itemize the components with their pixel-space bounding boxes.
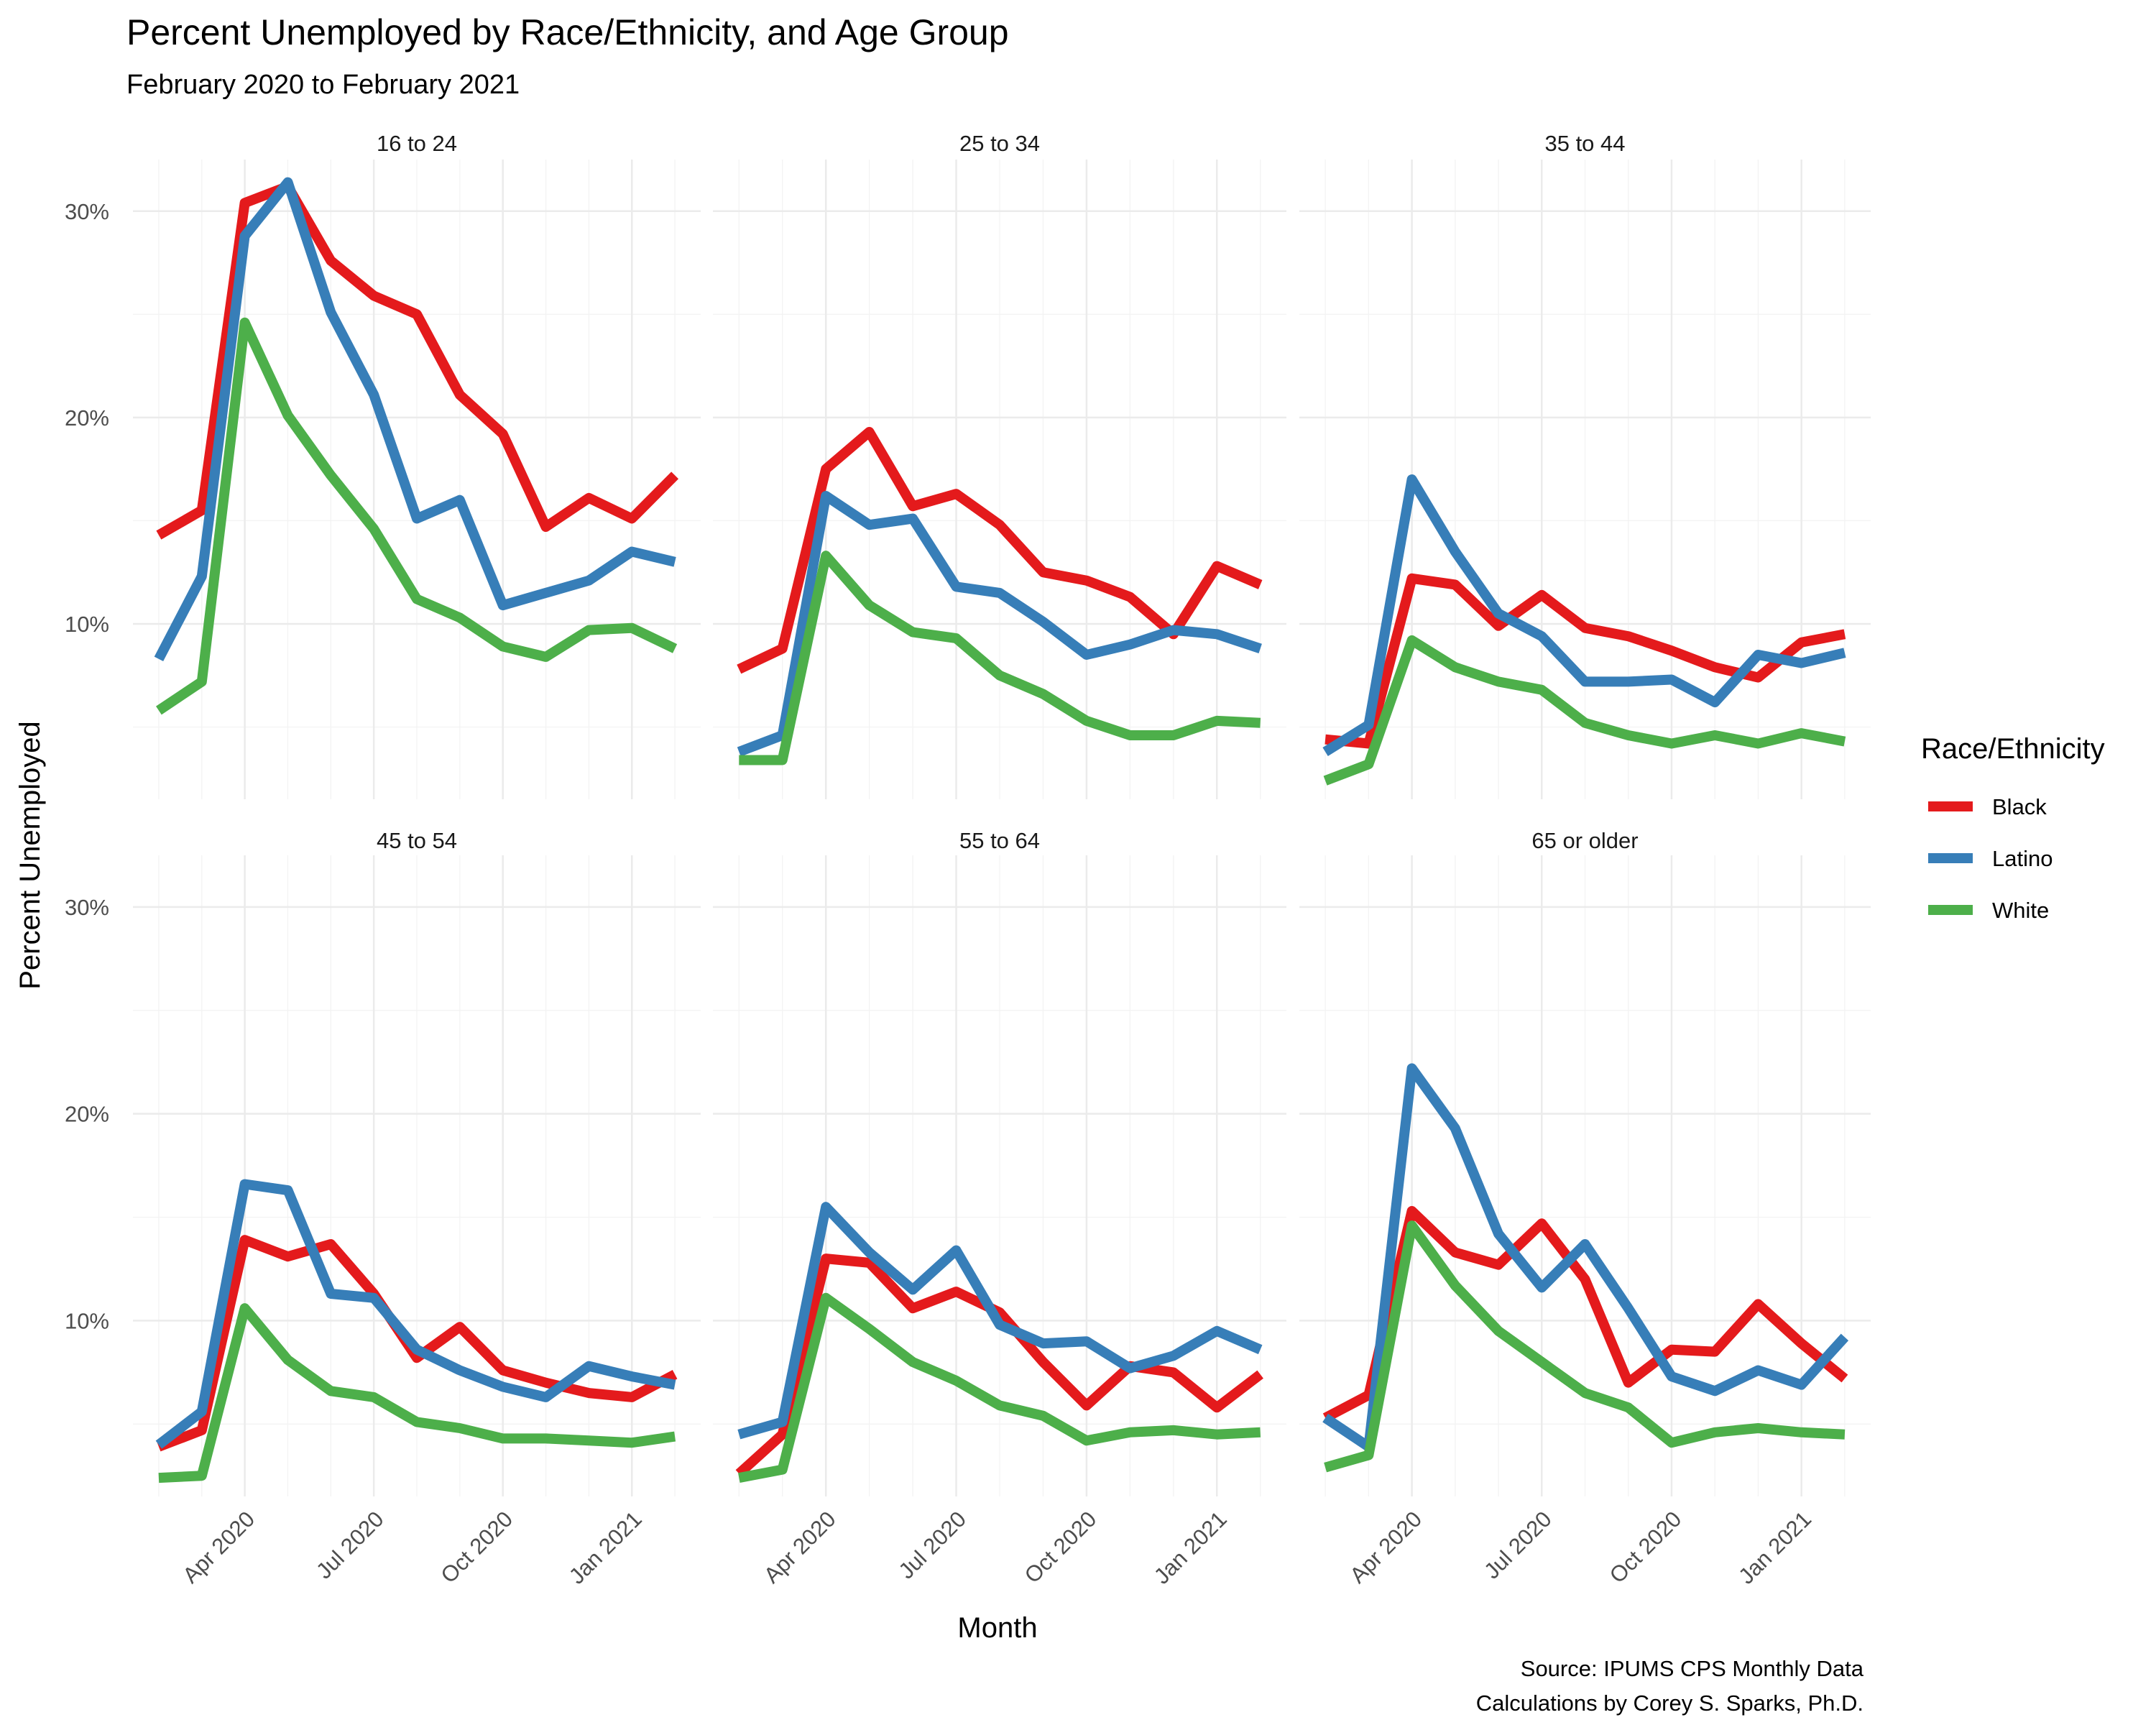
- series-line-latino: [154, 177, 676, 662]
- series-line-white: [1324, 1220, 1846, 1473]
- series-line-black: [156, 181, 679, 540]
- facet-strip-label: 16 to 24: [377, 131, 457, 156]
- chart-title: Percent Unemployed by Race/Ethnicity, an…: [126, 12, 1009, 52]
- x-tick-label: Jul 2020: [1479, 1506, 1557, 1584]
- series-line-white: [739, 551, 1261, 765]
- x-tick-label: Jan 2021: [1149, 1506, 1232, 1589]
- y-tick-label: 30%: [65, 895, 109, 920]
- x-tick-label: Apr 2020: [1345, 1506, 1427, 1588]
- series-line-latino: [737, 1202, 1263, 1440]
- series-line-white: [158, 1303, 676, 1484]
- legend-label: Black: [1992, 794, 2047, 819]
- x-tick-label: Jul 2020: [893, 1506, 971, 1584]
- x-tick-label: Oct 2020: [1605, 1506, 1687, 1588]
- series-line-black: [735, 1254, 1263, 1478]
- facet-strip-label: 35 to 44: [1544, 131, 1625, 156]
- y-tick-label: 20%: [65, 1102, 109, 1127]
- series-line-latino: [1322, 1063, 1849, 1452]
- facet-panel: 16 to 24 10% 20% 30%: [65, 131, 701, 799]
- facet-strip-label: 55 to 64: [959, 828, 1040, 853]
- facet-panel: 45 to 54 10% 20% 30% Apr 2020 Jul 2020 Oct 202…: [65, 828, 701, 1589]
- series-line-latino: [155, 1179, 676, 1449]
- y-tick-label: 30%: [65, 199, 109, 224]
- legend-title: Race/Ethnicity: [1921, 733, 2105, 765]
- x-tick-label: Jul 2020: [311, 1506, 389, 1584]
- x-tick-label: Apr 2020: [759, 1506, 841, 1588]
- x-axis-title: Month: [957, 1612, 1037, 1644]
- facet-strip-label: 65 or older: [1531, 828, 1638, 853]
- facet-strip-label: 45 to 54: [377, 828, 457, 853]
- x-tick-label: Apr 2020: [178, 1506, 259, 1588]
- x-tick-label: Oct 2020: [436, 1506, 517, 1588]
- facet-panel: 35 to 44: [1299, 131, 1871, 799]
- series-line-white: [737, 1292, 1261, 1483]
- x-tick-label: Jan 2021: [564, 1506, 647, 1589]
- facet-panels: 16 to 24 10% 20% 30% 25 to 34 35 to 44 45 to 5…: [65, 131, 1871, 1589]
- legend-label: Latino: [1992, 846, 2053, 871]
- series-line-black: [157, 1235, 678, 1452]
- y-axis-title: Percent Unemployed: [14, 721, 46, 990]
- series-line-black: [1325, 573, 1846, 749]
- facet-strip-label: 25 to 34: [959, 131, 1040, 156]
- legend: Race/Ethnicity Black Latino White: [1921, 733, 2105, 923]
- series-line-white: [1323, 635, 1846, 786]
- caption-credit: Calculations by Corey S. Sparks, Ph.D.: [1476, 1690, 1864, 1716]
- y-tick-label: 10%: [65, 1308, 109, 1333]
- series-line-white: [156, 317, 678, 715]
- facet-panel: 25 to 34: [713, 131, 1286, 799]
- y-tick-label: 20%: [65, 405, 109, 431]
- series-line-black: [1322, 1205, 1848, 1422]
- facet-panel: 55 to 64 Apr 2020 Jul 2020 Oct 2020 Jan 2021: [713, 828, 1286, 1589]
- series-line-latino: [1322, 474, 1846, 756]
- facet-panel: 65 or older Apr 2020 Jul 2020 Oct 2020 Jan 2…: [1299, 828, 1871, 1589]
- x-tick-label: Oct 2020: [1020, 1506, 1102, 1588]
- legend-label: White: [1992, 898, 2049, 923]
- series-line-latino: [737, 491, 1262, 757]
- x-tick-label: Jan 2021: [1733, 1506, 1816, 1589]
- chart-subtitle: February 2020 to February 2021: [126, 70, 520, 100]
- caption-source: Source: IPUMS CPS Monthly Data: [1521, 1656, 1864, 1681]
- y-tick-label: 10%: [65, 612, 109, 637]
